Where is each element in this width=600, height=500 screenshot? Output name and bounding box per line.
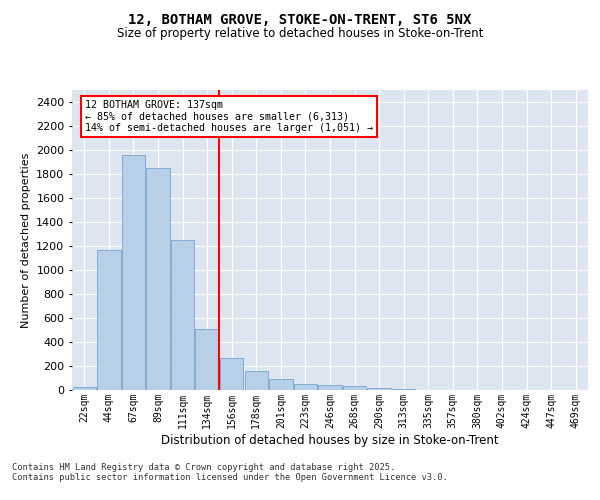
Bar (171, 240, 194, 390)
Bar (294, 384, 317, 390)
Bar (269, 378, 293, 390)
Text: 12, BOTHAM GROVE, STOKE-ON-TRENT, ST6 5NX: 12, BOTHAM GROVE, STOKE-ON-TRENT, ST6 5N… (128, 12, 472, 26)
Bar (196, 329, 219, 390)
Bar (73, 387, 96, 390)
X-axis label: Distribution of detached houses by size in Stoke-on-Trent: Distribution of detached houses by size … (161, 434, 499, 446)
Text: 12 BOTHAM GROVE: 137sqm
← 85% of detached houses are smaller (6,313)
14% of semi: 12 BOTHAM GROVE: 137sqm ← 85% of detache… (85, 100, 373, 133)
Bar (245, 371, 268, 390)
Text: Size of property relative to detached houses in Stoke-on-Trent: Size of property relative to detached ho… (117, 28, 483, 40)
Bar (220, 358, 244, 390)
Bar (343, 386, 366, 390)
Bar (97, 250, 121, 390)
Bar (367, 388, 391, 390)
Bar (122, 155, 145, 390)
Bar (319, 386, 341, 390)
Bar (146, 168, 170, 390)
Y-axis label: Number of detached properties: Number of detached properties (20, 152, 31, 328)
Text: Contains HM Land Registry data © Crown copyright and database right 2025.
Contai: Contains HM Land Registry data © Crown c… (12, 463, 448, 482)
